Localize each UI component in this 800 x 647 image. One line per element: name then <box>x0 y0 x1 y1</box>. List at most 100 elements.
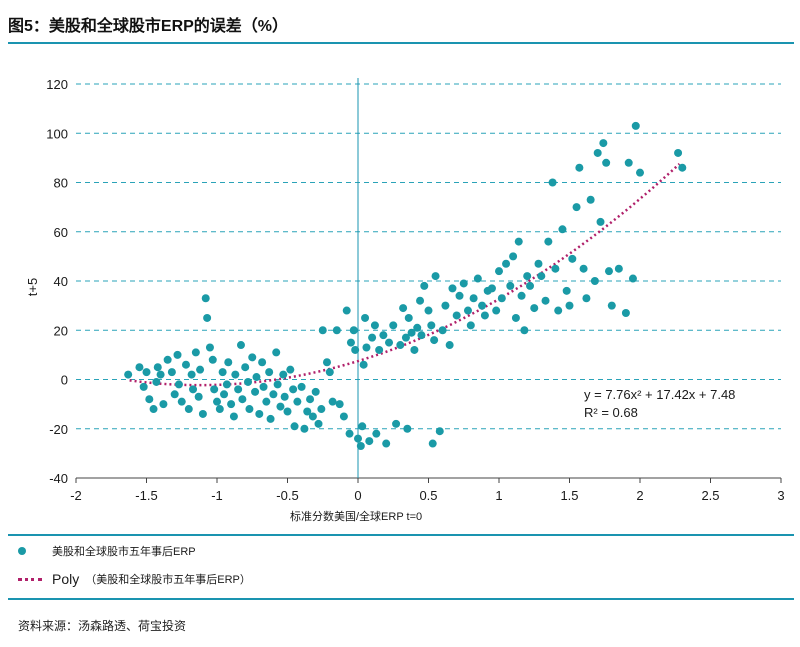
data-point <box>404 313 413 322</box>
data-point <box>234 385 243 394</box>
data-point <box>582 294 591 303</box>
data-point <box>220 390 229 399</box>
trendline <box>129 162 681 387</box>
legend-poly: Poly （美股和全球股市五年事后ERP） <box>18 571 251 587</box>
data-point <box>273 380 282 389</box>
data-point <box>631 121 640 130</box>
data-point <box>431 272 440 281</box>
data-point <box>517 291 526 300</box>
data-point <box>297 382 306 391</box>
data-point <box>558 225 567 234</box>
data-point <box>389 321 398 330</box>
data-point <box>551 264 560 273</box>
regression-equation: y = 7.76x² + 17.42x + 7.48 <box>584 387 735 402</box>
x-axis-label: 标准分数美国/全球ERP t=0 <box>290 509 422 523</box>
data-point <box>430 336 439 345</box>
data-point <box>590 277 599 285</box>
data-point <box>469 294 478 303</box>
data-point <box>636 168 644 177</box>
data-point <box>375 345 384 354</box>
legend-rule-top <box>8 534 794 536</box>
data-point <box>265 368 274 377</box>
data-point <box>259 382 268 391</box>
y-tick-label: -40 <box>49 471 68 486</box>
data-point <box>480 311 489 320</box>
data-point <box>621 309 630 318</box>
data-point <box>382 439 391 448</box>
x-tick-label: -2 <box>70 488 82 503</box>
data-point <box>272 348 281 357</box>
data-point <box>187 370 196 379</box>
data-point <box>248 353 257 362</box>
data-point <box>332 326 341 335</box>
data-point <box>255 409 264 418</box>
data-point <box>565 301 574 310</box>
data-point <box>245 405 254 414</box>
data-point <box>318 326 327 335</box>
data-point <box>614 264 623 273</box>
data-point <box>413 323 422 332</box>
data-point <box>537 272 546 281</box>
data-point <box>325 368 334 377</box>
data-point <box>520 326 529 335</box>
data-point <box>523 272 532 281</box>
y-tick-label: 60 <box>54 225 68 240</box>
data-point <box>153 363 162 372</box>
data-point <box>170 390 179 399</box>
data-point <box>218 368 227 377</box>
data-point <box>306 395 315 404</box>
data-point <box>349 326 358 335</box>
data-point <box>241 363 250 372</box>
data-point <box>385 338 394 347</box>
data-point <box>135 363 144 372</box>
data-point <box>308 412 317 421</box>
data-point <box>173 350 182 359</box>
x-tick-label: -1 <box>211 488 223 503</box>
data-point <box>198 409 207 418</box>
x-tick-label: 3 <box>777 488 784 503</box>
data-point <box>372 429 381 438</box>
data-point <box>167 368 176 377</box>
data-point <box>354 434 362 443</box>
data-point <box>579 264 588 273</box>
data-point <box>322 358 331 367</box>
data-point <box>222 380 231 389</box>
y-tick-label: 100 <box>46 126 68 141</box>
data-point <box>269 390 278 399</box>
data-point <box>534 259 543 268</box>
data-point <box>328 397 337 406</box>
data-point <box>492 306 501 315</box>
data-point <box>346 338 355 347</box>
data-point <box>428 439 437 448</box>
data-point <box>142 368 151 377</box>
data-point <box>205 343 214 352</box>
data-point <box>455 291 464 300</box>
data-point <box>152 377 161 386</box>
data-point <box>345 429 354 438</box>
data-point <box>593 148 602 157</box>
data-point <box>410 345 419 354</box>
data-point <box>358 422 367 431</box>
data-point <box>427 321 436 330</box>
data-point <box>599 139 608 148</box>
x-tick-label: -0.5 <box>276 488 298 503</box>
data-point <box>177 397 186 406</box>
data-point <box>189 385 198 394</box>
data-point <box>351 345 360 354</box>
data-point <box>575 163 584 172</box>
data-point <box>530 304 539 313</box>
data-point <box>290 422 299 431</box>
data-point <box>562 286 571 295</box>
data-point <box>438 326 447 335</box>
data-point <box>293 397 302 406</box>
data-point <box>478 301 487 310</box>
data-point <box>208 355 217 364</box>
y-tick-label: 0 <box>61 373 68 388</box>
data-point <box>286 365 295 374</box>
data-point <box>244 377 253 386</box>
data-point <box>159 400 168 409</box>
data-point <box>149 405 158 414</box>
data-point <box>203 313 212 322</box>
data-point <box>568 254 577 263</box>
data-point <box>509 252 518 261</box>
